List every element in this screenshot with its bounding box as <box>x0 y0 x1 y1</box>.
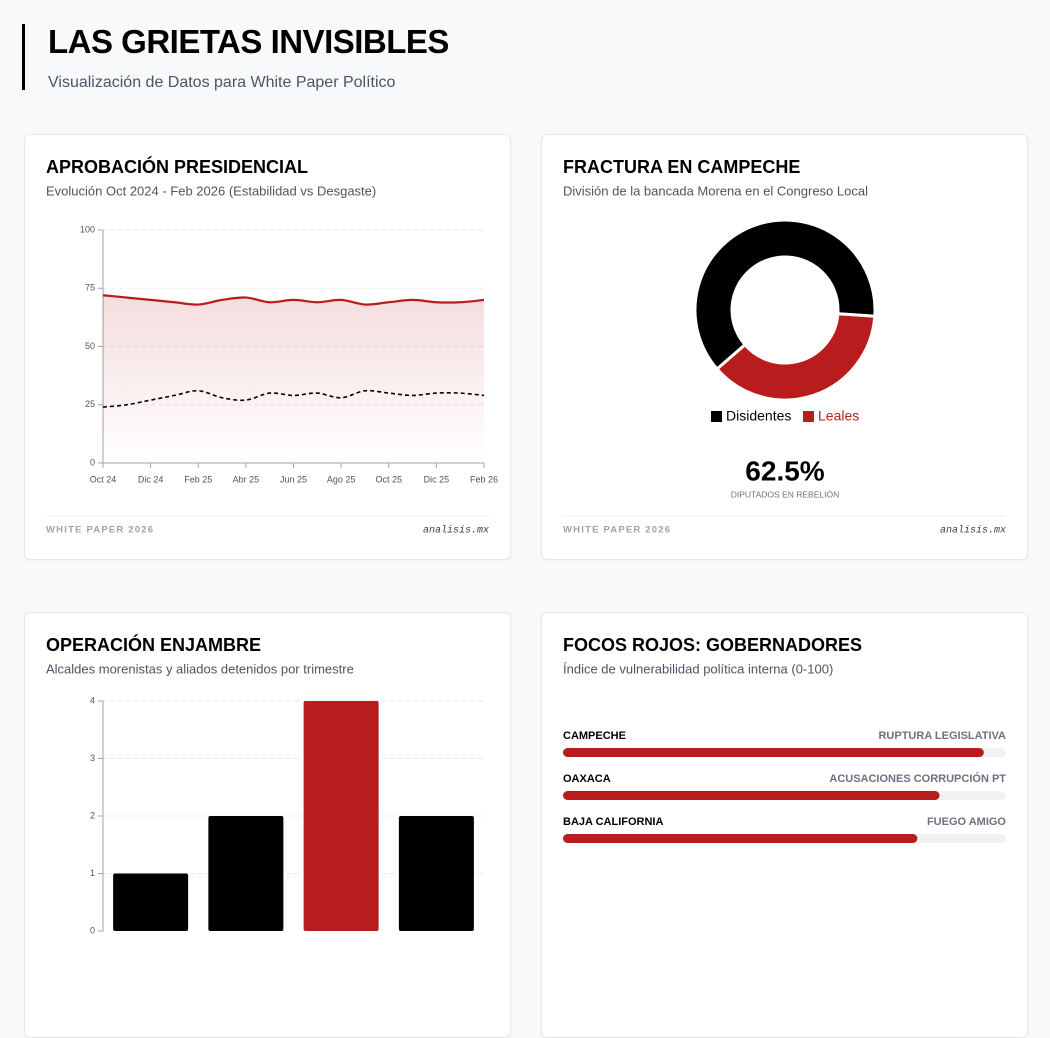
card: FOCOS ROJOS: GOBERNADORES Índice de vulne… <box>541 612 1028 1038</box>
slice <box>693 218 877 372</box>
x-tick-label: Oct 24 <box>90 474 117 484</box>
y-tick-label: 3 <box>90 753 95 763</box>
x-tick-label: Abr 25 <box>233 474 260 484</box>
y-tick-label: 1 <box>90 868 95 878</box>
row-note: ACUSACIONES CORRUPCIÓN PT <box>829 772 1006 785</box>
card-subtitle: Índice de vulnerabilidad política intern… <box>563 661 833 676</box>
chart: APROBACIÓN PRESIDENCIAL Evolución Oct 202… <box>46 156 498 537</box>
slice <box>714 312 877 402</box>
y-tick-label: 25 <box>85 399 95 409</box>
chart: FRACTURA EN CAMPECHE División de la banca… <box>563 157 1006 537</box>
x-tick-label: Jun 25 <box>280 474 307 484</box>
progress-bar <box>563 791 940 800</box>
legend-swatch <box>711 411 722 422</box>
footer-left: WHITE PAPER 2026 <box>46 525 154 536</box>
line <box>102 389 485 408</box>
y-tick-label: 0 <box>90 457 95 467</box>
page: LAS GRIETAS INVISIBLES Visualización de … <box>22 23 1028 1038</box>
row-note: RUPTURA LEGISLATIVA <box>878 730 1006 742</box>
row-note: FUEGO AMIGO <box>927 816 1006 828</box>
area <box>103 295 484 463</box>
row-label: OAXACA <box>563 773 611 785</box>
page-title: LAS GRIETAS INVISIBLES <box>48 23 449 60</box>
x-tick-label: Dic 24 <box>138 474 164 484</box>
page-subtitle: Visualización de Datos para White Paper … <box>48 74 396 91</box>
progress-bar <box>563 748 984 757</box>
footer-right: analisis.mx <box>423 525 489 537</box>
footer-right: analisis.mx <box>940 525 1006 537</box>
card: APROBACIÓN PRESIDENCIAL Evolución Oct 202… <box>24 134 511 560</box>
row-label: CAMPECHE <box>563 730 626 742</box>
x-tick-label: Feb 25 <box>184 474 212 484</box>
card-subtitle: Evolución Oct 2024 - Feb 2026 (Estabilid… <box>46 183 376 198</box>
y-tick-label: 75 <box>85 283 95 293</box>
y-tick-label: 100 <box>80 224 95 234</box>
y-tick-label: 2 <box>90 810 95 820</box>
card-title: OPERACIÓN ENJAMBRE <box>46 634 261 655</box>
x-tick-label: Ago 25 <box>327 474 356 484</box>
bar <box>303 701 379 931</box>
row-label: BAJA CALIFORNIA <box>563 816 663 828</box>
bar <box>208 816 284 931</box>
x-tick-label: Oct 25 <box>375 474 402 484</box>
line <box>102 294 485 306</box>
card: FRACTURA EN CAMPECHE División de la banca… <box>541 134 1028 560</box>
bar <box>113 873 189 931</box>
highlight-value: 62.5% <box>745 455 824 486</box>
x-tick-label: Feb 26 <box>470 474 498 484</box>
card-subtitle: División de la bancada Morena en el Cong… <box>563 183 868 198</box>
progress-bar <box>563 834 918 843</box>
bar <box>398 816 474 931</box>
card: OPERACIÓN ENJAMBRE Alcaldes morenistas y … <box>24 612 511 1038</box>
legend-label: Leales <box>818 408 859 424</box>
legend-swatch <box>803 411 814 422</box>
highlight-caption: DIPUTADOS EN REBELIÓN <box>731 489 839 499</box>
card-subtitle: Alcaldes morenistas y aliados detenidos … <box>46 661 354 676</box>
x-tick-label: Dic 25 <box>424 474 450 484</box>
header: LAS GRIETAS INVISIBLES Visualización de … <box>22 23 449 91</box>
y-tick-label: 4 <box>90 695 95 705</box>
y-tick-label: 0 <box>90 925 95 935</box>
chart: OPERACIÓN ENJAMBRE Alcaldes morenistas y … <box>46 634 484 935</box>
card-title: APROBACIÓN PRESIDENCIAL <box>46 156 308 177</box>
card-title: FRACTURA EN CAMPECHE <box>563 157 800 177</box>
footer-left: WHITE PAPER 2026 <box>563 525 671 536</box>
chart: FOCOS ROJOS: GOBERNADORES Índice de vulne… <box>563 635 1006 843</box>
legend-label: Disidentes <box>726 408 791 424</box>
card-title: FOCOS ROJOS: GOBERNADORES <box>563 635 862 655</box>
y-tick-label: 50 <box>85 341 95 351</box>
